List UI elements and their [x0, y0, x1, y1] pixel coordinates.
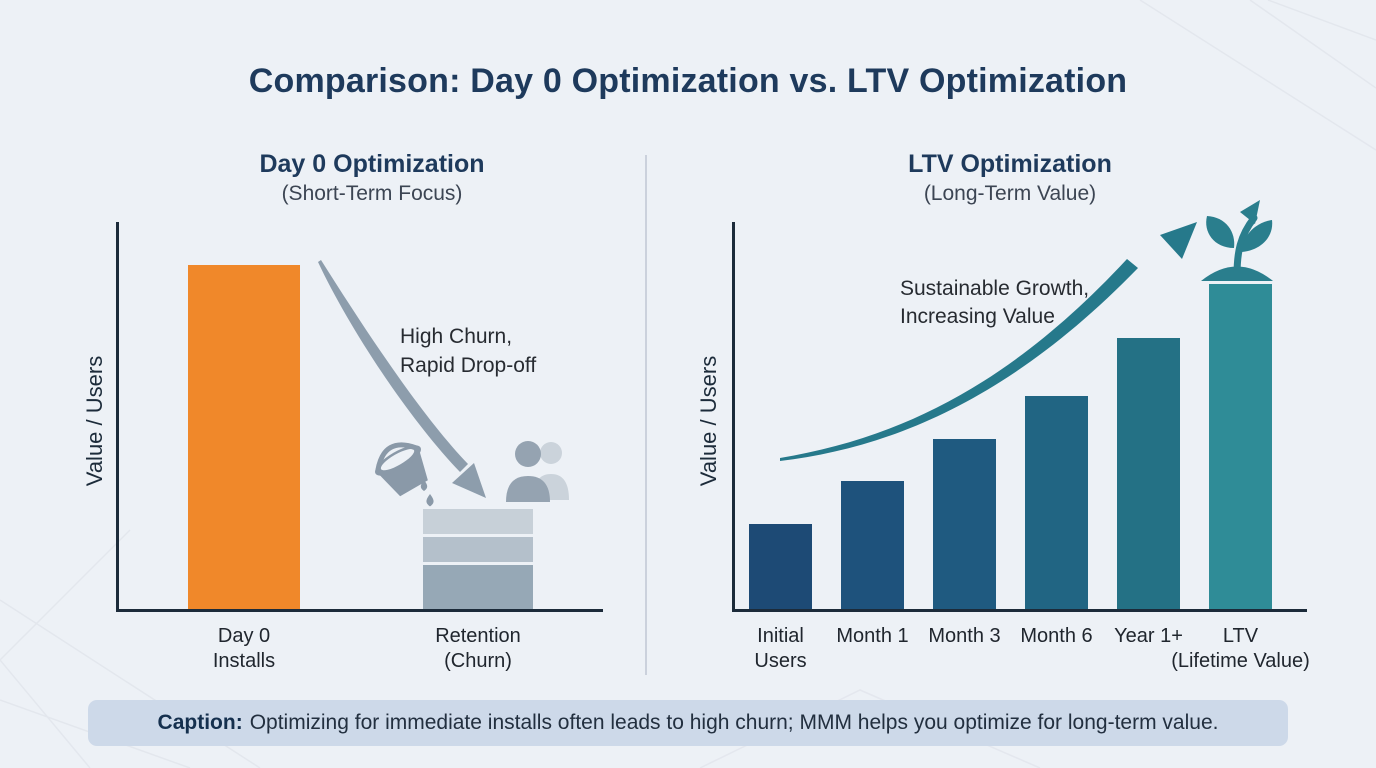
panel-divider	[645, 155, 647, 675]
ltv-bar	[749, 523, 812, 609]
left-panel-title: Day 0 Optimization	[259, 150, 485, 178]
ltv-bar	[841, 481, 904, 609]
left-y-axis-label: Value / Users	[82, 355, 107, 487]
churn-annotation: High Churn, Rapid Drop-off	[400, 325, 537, 377]
caption-text: Optimizing for immediate installs often …	[249, 711, 1219, 734]
ltv-bar	[1209, 283, 1272, 609]
ltv-x-label: Year 1+	[1114, 625, 1183, 647]
page-title: Comparison: Day 0 Optimization vs. LTV O…	[248, 62, 1128, 100]
retention-segment	[423, 508, 533, 534]
ltv-x-label: Month 1	[836, 625, 909, 647]
retention-churn-label: Retention (Churn)	[435, 625, 521, 672]
sprout-icon	[1201, 200, 1273, 281]
growth-arrow-icon	[780, 222, 1197, 461]
retention-churn-bar	[423, 222, 533, 609]
ltv-bar	[933, 438, 996, 609]
day0-installs-label: Day 0 Installs	[212, 625, 276, 672]
caption-banner: Caption: Optimizing for immediate instal…	[88, 700, 1288, 746]
ltv-x-label: Initial Users	[754, 625, 807, 672]
left-panel-subtitle: (Short-Term Focus)	[281, 182, 463, 205]
day0-chart-plot	[116, 222, 603, 612]
right-panel-subtitle: (Long-Term Value)	[923, 182, 1097, 205]
growth-annotation: Sustainable Growth, Increasing Value	[900, 277, 1090, 328]
leaky-bucket-icon	[375, 442, 434, 507]
users-icon	[506, 441, 569, 502]
right-panel-title: LTV Optimization	[908, 150, 1112, 178]
ltv-x-label: Month 6	[1020, 625, 1093, 647]
ltv-x-label: LTV (Lifetime Value)	[1171, 625, 1310, 672]
retention-segment	[423, 536, 533, 562]
caption-label: Caption:	[157, 711, 243, 734]
ltv-x-label: Month 3	[928, 625, 1001, 647]
day0-installs-bar	[188, 264, 300, 609]
ltv-chart-plot	[732, 222, 1307, 612]
ltv-bar	[1025, 396, 1088, 609]
ltv-bar	[1117, 338, 1180, 609]
decline-arrow-icon	[318, 260, 486, 498]
right-y-axis-label: Value / Users	[696, 355, 721, 487]
retention-segment	[423, 564, 533, 609]
